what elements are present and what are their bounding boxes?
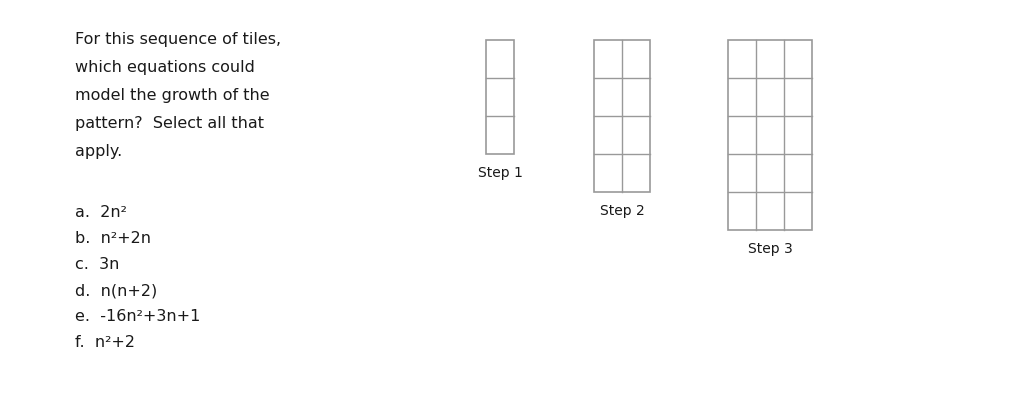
Text: f.  n²+2: f. n²+2 bbox=[75, 335, 135, 350]
Text: c.  3n: c. 3n bbox=[75, 257, 119, 272]
Text: For this sequence of tiles,: For this sequence of tiles, bbox=[75, 32, 281, 47]
Text: model the growth of the: model the growth of the bbox=[75, 88, 270, 103]
Bar bbox=[728, 40, 812, 230]
Text: which equations could: which equations could bbox=[75, 60, 254, 75]
Text: Step 3: Step 3 bbox=[748, 242, 792, 256]
Text: e.  -16n²+3n+1: e. -16n²+3n+1 bbox=[75, 309, 201, 324]
Text: d.  n(n+2): d. n(n+2) bbox=[75, 283, 157, 298]
Text: pattern?  Select all that: pattern? Select all that bbox=[75, 116, 264, 131]
Bar bbox=[486, 40, 514, 154]
Text: Step 2: Step 2 bbox=[600, 204, 644, 218]
Text: b.  n²+2n: b. n²+2n bbox=[75, 231, 151, 246]
Bar bbox=[594, 40, 650, 192]
Text: a.  2n²: a. 2n² bbox=[75, 205, 127, 220]
Text: apply.: apply. bbox=[75, 144, 122, 159]
Text: Step 1: Step 1 bbox=[478, 166, 522, 180]
